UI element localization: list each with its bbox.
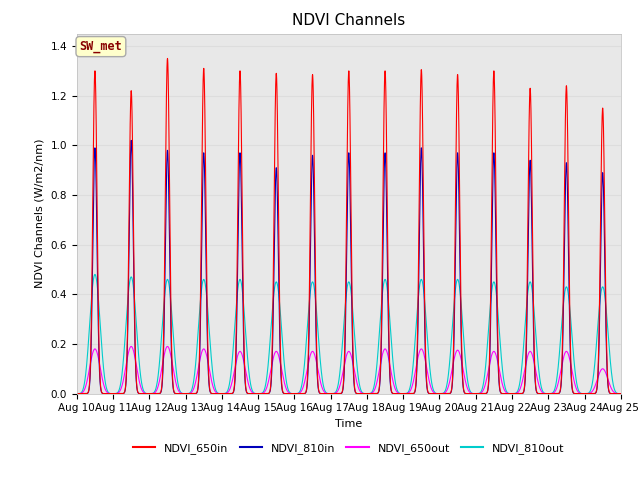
NDVI_810in — [615, 391, 623, 396]
NDVI_650in — [276, 350, 284, 356]
NDVI_650in — [501, 391, 509, 396]
NDVI_810out — [617, 391, 625, 396]
NDVI_650out — [424, 372, 431, 377]
NDVI_810in — [184, 391, 191, 396]
NDVI_810out — [276, 312, 284, 317]
NDVI_810out — [184, 391, 191, 396]
NDVI_810out — [501, 384, 509, 390]
NDVI_650out — [127, 344, 135, 349]
NDVI_650out — [617, 391, 625, 396]
NDVI_650out — [189, 387, 197, 393]
Line: NDVI_650in: NDVI_650in — [77, 59, 621, 394]
NDVI_650out — [184, 391, 191, 396]
Title: NDVI Channels: NDVI Channels — [292, 13, 405, 28]
X-axis label: Time: Time — [335, 419, 362, 429]
Text: SW_met: SW_met — [79, 40, 122, 53]
NDVI_650in — [615, 391, 623, 396]
NDVI_810in — [501, 391, 509, 396]
NDVI_650in — [617, 391, 625, 396]
NDVI_810out — [91, 272, 99, 277]
NDVI_650in — [189, 391, 197, 396]
NDVI_650in — [184, 391, 191, 396]
NDVI_810in — [127, 137, 135, 143]
Line: NDVI_810out: NDVI_810out — [77, 275, 621, 394]
NDVI_810in — [617, 391, 625, 396]
NDVI_650in — [424, 389, 431, 395]
NDVI_810out — [73, 391, 81, 396]
NDVI_650in — [164, 56, 172, 61]
NDVI_810in — [276, 362, 284, 368]
Y-axis label: NDVI Channels (W/m2/nm): NDVI Channels (W/m2/nm) — [35, 139, 45, 288]
NDVI_650in — [73, 391, 81, 396]
NDVI_650out — [276, 361, 284, 367]
NDVI_810in — [424, 389, 431, 395]
NDVI_810in — [73, 391, 81, 396]
NDVI_810out — [424, 341, 431, 347]
Line: NDVI_650out: NDVI_650out — [77, 347, 621, 394]
Legend: NDVI_650in, NDVI_810in, NDVI_650out, NDVI_810out: NDVI_650in, NDVI_810in, NDVI_650out, NDV… — [129, 439, 569, 458]
NDVI_810out — [189, 381, 197, 386]
NDVI_650out — [501, 388, 509, 394]
NDVI_650out — [615, 391, 623, 396]
NDVI_810out — [615, 391, 623, 396]
Line: NDVI_810in: NDVI_810in — [77, 140, 621, 394]
NDVI_810in — [189, 391, 197, 396]
NDVI_650out — [73, 391, 81, 396]
